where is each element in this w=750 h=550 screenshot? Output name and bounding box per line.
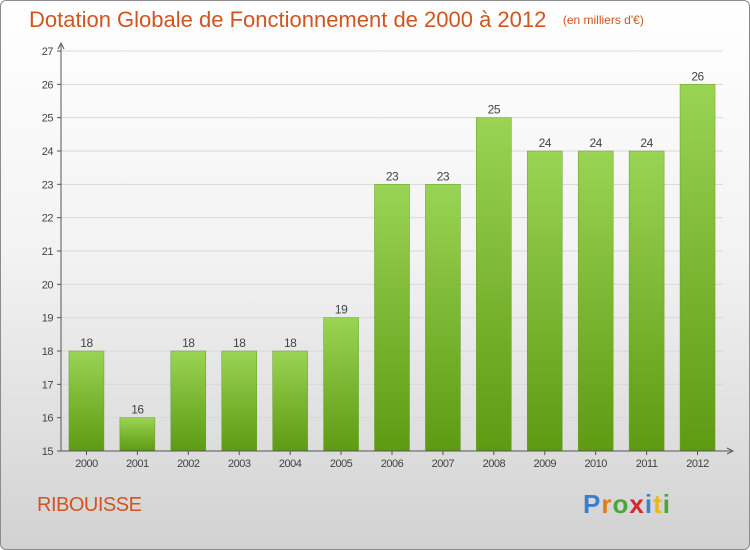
x-tick-label: 2002 — [177, 458, 200, 470]
data-label: 18 — [182, 336, 195, 350]
data-label: 24 — [590, 136, 603, 150]
bar — [323, 317, 359, 452]
title-row: Dotation Globale de Fonctionnement de 20… — [29, 7, 644, 33]
y-tick-label: 17 — [42, 379, 54, 391]
bar — [476, 117, 512, 452]
data-label: 16 — [131, 403, 144, 417]
labels: 15 16 17 18 19 20 21 22 23 24 25 26 27 18 2000 16 2001 18… — [42, 46, 710, 470]
chart-title: Dotation Globale de Fonctionnement de 20… — [29, 7, 547, 32]
y-tick-label: 21 — [42, 246, 54, 258]
bar — [68, 350, 105, 452]
bar — [425, 184, 461, 452]
x-tick-label: 2009 — [534, 458, 557, 470]
y-tick-label: 26 — [42, 79, 54, 91]
logo-letter: P — [583, 489, 602, 519]
x-tick-label: 2004 — [279, 458, 302, 470]
y-tick-label: 15 — [42, 446, 54, 458]
data-label: 18 — [233, 336, 246, 350]
bars — [68, 84, 716, 452]
x-tick-label: 2006 — [381, 458, 404, 470]
bar — [119, 417, 156, 452]
x-tick-label: 2010 — [584, 458, 607, 470]
x-tick-label: 2011 — [636, 458, 658, 470]
x-axis-arrow — [726, 447, 735, 455]
data-label: 18 — [284, 336, 297, 350]
bar — [527, 150, 563, 452]
data-label: 24 — [640, 136, 653, 150]
x-tick-label: 2000 — [75, 458, 98, 470]
chart-subtitle: (en milliers d'€) — [562, 13, 644, 27]
bar — [272, 350, 308, 452]
y-tick-label: 25 — [42, 113, 54, 125]
proxiti-logo: Proxiti — [583, 489, 671, 520]
logo-letter: i — [644, 489, 654, 519]
data-label: 18 — [80, 336, 93, 350]
y-tick-label: 19 — [42, 313, 54, 325]
y-tick-label: 27 — [42, 46, 54, 58]
x-tick-label: 2007 — [432, 458, 455, 470]
data-label: 24 — [539, 136, 552, 150]
logo-letter: t — [653, 489, 663, 519]
y-tick-label: 20 — [42, 279, 54, 291]
logo-letter: i — [662, 489, 671, 519]
logo-letter: r — [601, 489, 613, 519]
bar — [628, 150, 665, 452]
x-tick-label: 2003 — [228, 458, 251, 470]
x-tick-label: 2008 — [483, 458, 506, 470]
logo-letter: o — [612, 489, 630, 519]
x-tick-label: 2012 — [686, 458, 709, 470]
y-tick-label: 16 — [42, 413, 54, 425]
x-tick-label: 2001 — [126, 458, 149, 470]
x-tick-label: 2005 — [330, 458, 353, 470]
bar — [170, 350, 207, 452]
bar — [221, 350, 257, 452]
data-label: 23 — [386, 169, 399, 183]
data-label: 23 — [437, 169, 450, 183]
y-tick-label: 18 — [42, 346, 54, 358]
logo-letter: x — [629, 489, 645, 519]
bar — [374, 184, 410, 452]
axes — [57, 41, 735, 455]
y-tick-label: 23 — [42, 179, 54, 191]
y-axis-arrow — [57, 41, 65, 50]
data-label: 19 — [335, 303, 348, 317]
bar — [679, 84, 716, 452]
y-tick-label: 24 — [42, 146, 54, 158]
place-name: RIBOUISSE — [37, 494, 142, 516]
y-tick-label: 22 — [42, 213, 54, 225]
bar — [577, 150, 614, 452]
data-label: 26 — [691, 69, 704, 83]
data-label: 25 — [488, 103, 501, 117]
